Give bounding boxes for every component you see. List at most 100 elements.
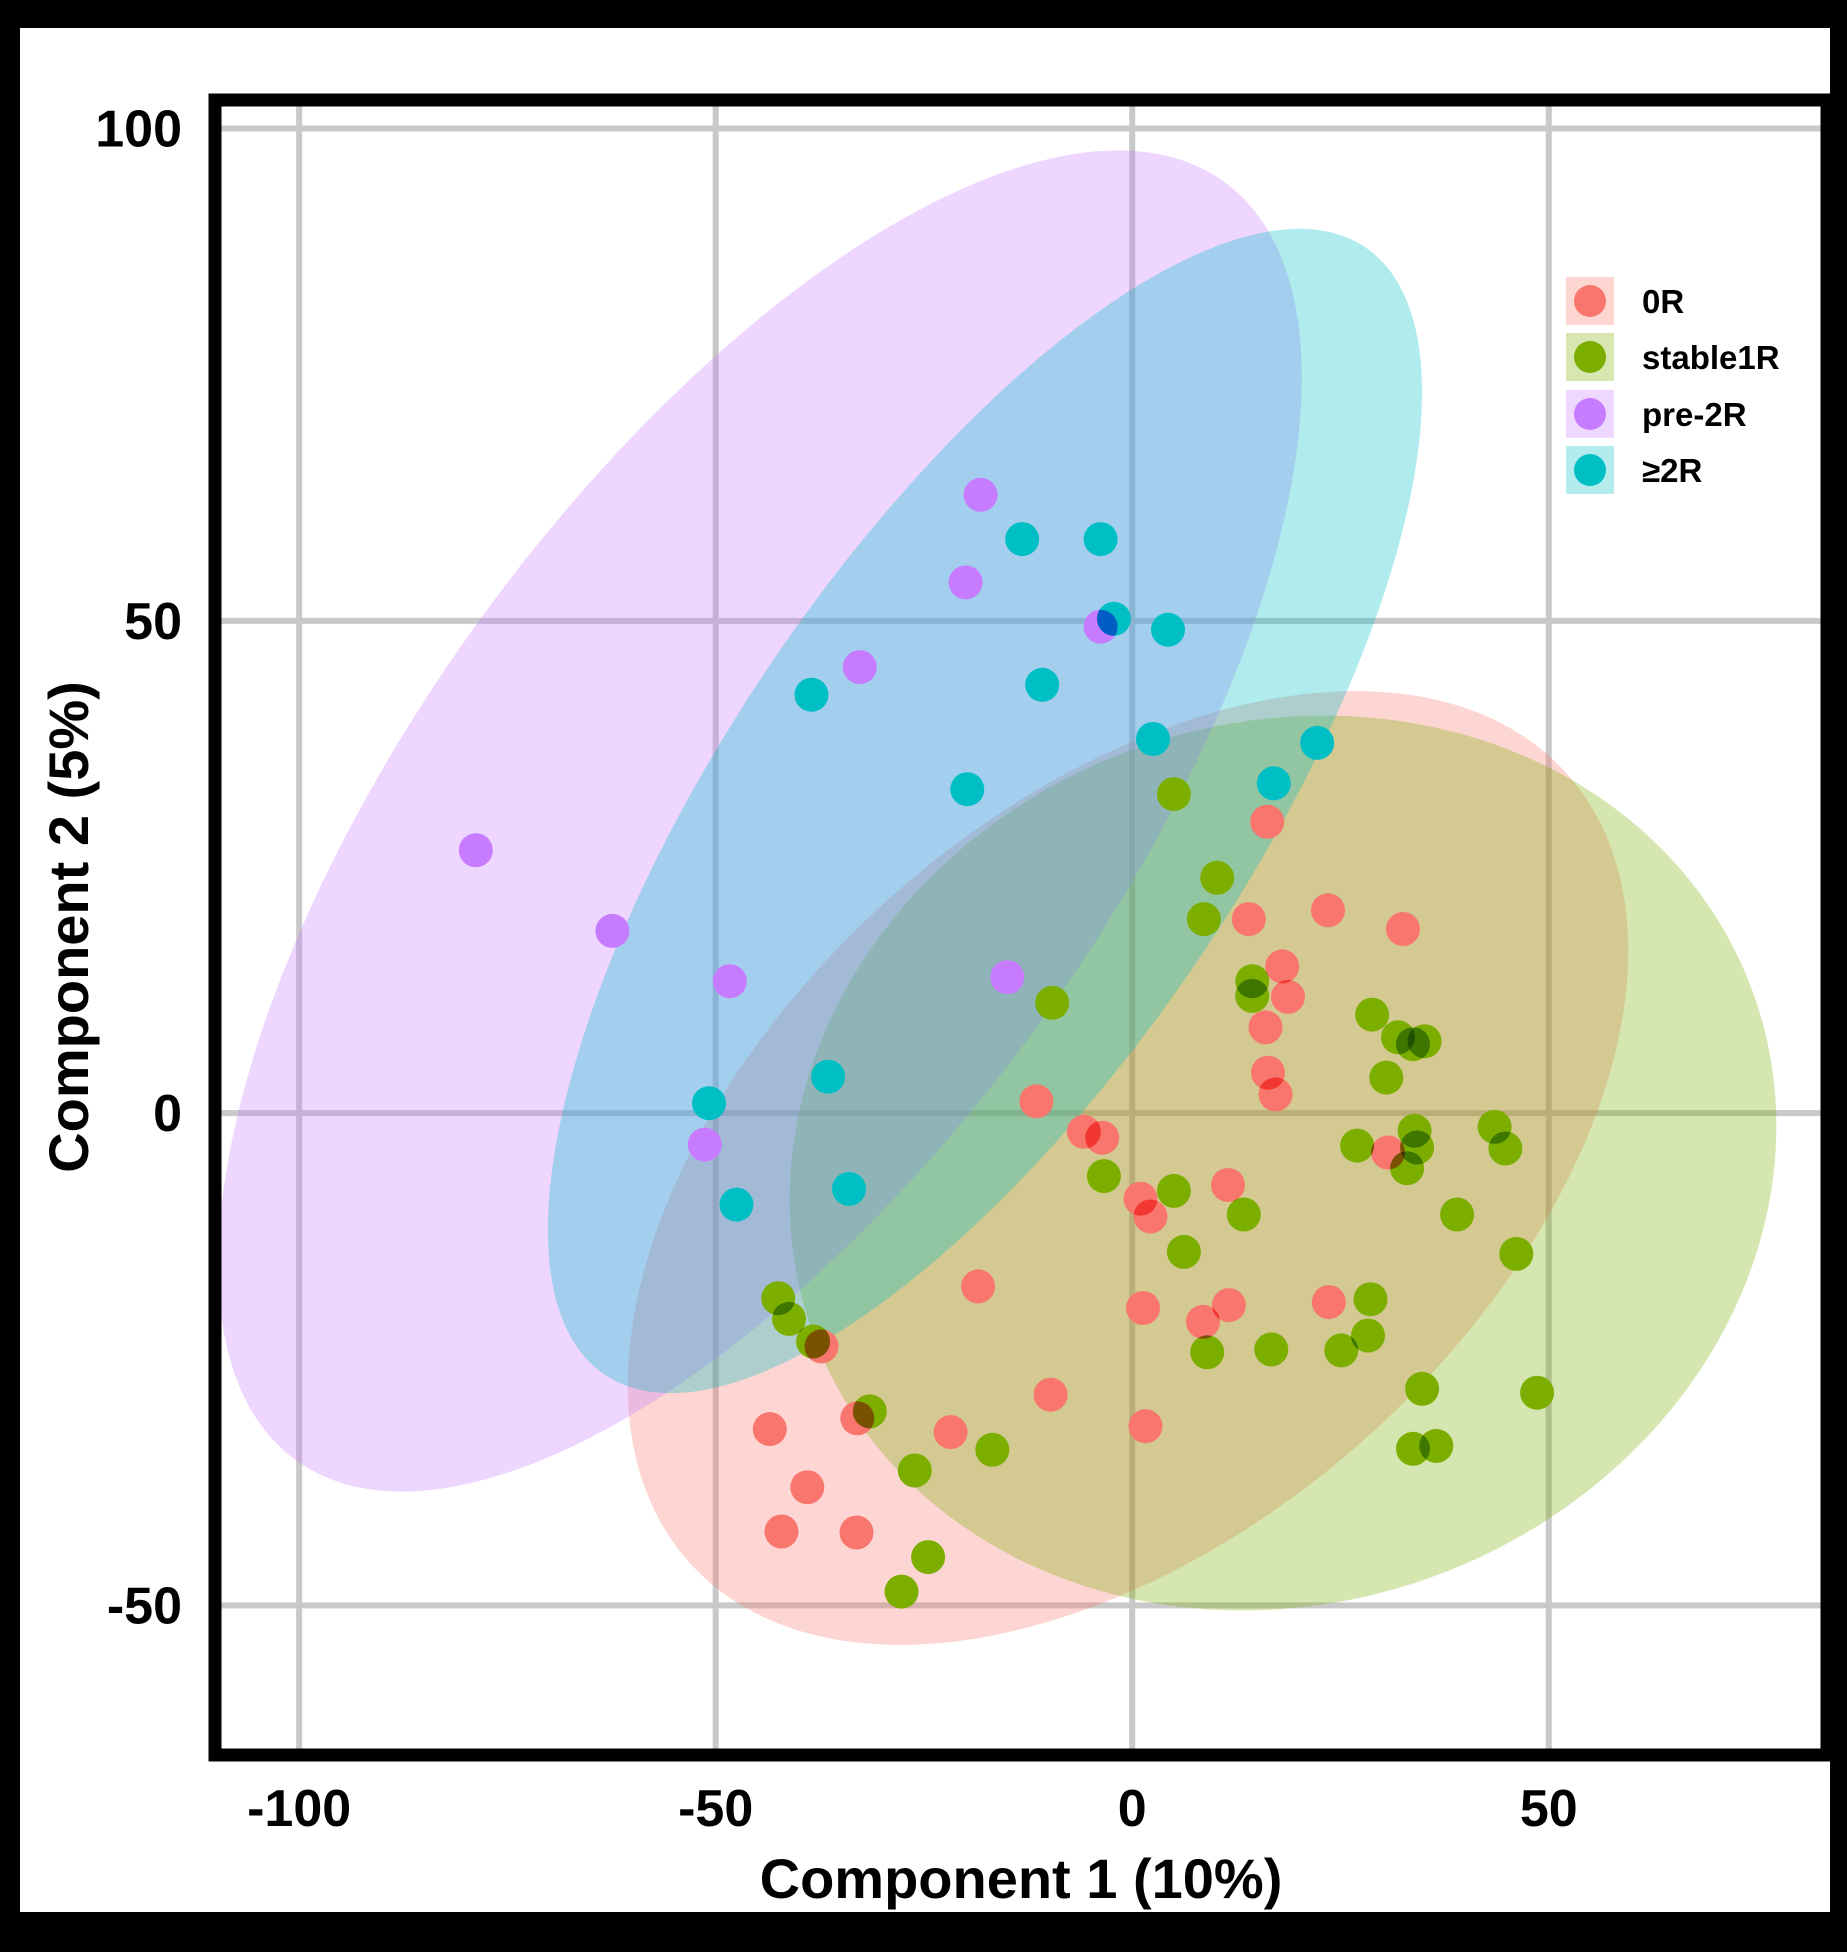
data-point [1311, 1285, 1346, 1320]
data-point [1390, 1151, 1425, 1186]
y-axis-tick-labels: 100 50 0 -50 [95, 101, 182, 1636]
data-point [719, 1187, 754, 1222]
data-point [1340, 1128, 1375, 1163]
data-point [1271, 979, 1305, 1014]
legend-dot-ge2R [1574, 454, 1606, 486]
data-point [990, 960, 1025, 995]
legend-label-pre-2R: pre-2R [1642, 396, 1747, 433]
y-tick-label-100: 100 [95, 101, 182, 159]
legend-dot-pre-2R [1574, 398, 1606, 430]
data-point [1369, 1060, 1404, 1095]
data-point [595, 913, 630, 948]
data-point [911, 1540, 946, 1575]
y-tick-label-0: 0 [153, 1085, 182, 1143]
legend-item: ≥2R [1566, 446, 1702, 494]
data-point [897, 1453, 932, 1488]
data-point [1386, 912, 1420, 946]
x-tick-label--100: -100 [247, 1780, 351, 1838]
data-point [1226, 1197, 1261, 1232]
data-point [1200, 860, 1235, 895]
data-point [1035, 985, 1070, 1020]
data-point [963, 477, 998, 512]
data-point [884, 1574, 919, 1609]
y-tick-label-50: 50 [124, 593, 182, 651]
data-point [1499, 1236, 1534, 1271]
data-point [796, 1324, 831, 1359]
data-point [1190, 1335, 1225, 1370]
x-axis-title: Component 1 (10%) [760, 1847, 1283, 1910]
data-point [1025, 667, 1060, 702]
data-point [1250, 804, 1285, 839]
data-point [1355, 997, 1390, 1032]
data-point [1351, 1318, 1385, 1353]
data-point [1136, 722, 1170, 756]
data-point [1231, 902, 1266, 937]
data-point [1151, 612, 1185, 647]
data-point [458, 833, 493, 868]
data-point [1251, 1055, 1285, 1090]
data-point [811, 1059, 846, 1094]
legend-item: 0R [1566, 277, 1684, 325]
data-point [1254, 1332, 1289, 1367]
data-point [1005, 522, 1040, 557]
legend-dot-0R [1574, 285, 1606, 317]
series-0R [752, 804, 1420, 1550]
legend-item: pre-2R [1566, 390, 1747, 438]
data-point [764, 1514, 799, 1549]
data-point [687, 1127, 722, 1162]
gridlines-layer [215, 100, 1827, 1755]
confidence-ellipse-≥2R [547, 228, 1423, 1394]
data-point [1353, 1282, 1388, 1317]
data-point [1083, 522, 1118, 557]
data-point [1211, 1288, 1246, 1323]
data-point [1311, 893, 1345, 928]
x-tick-label-0: 0 [1118, 1780, 1147, 1838]
data-point [1085, 1120, 1120, 1155]
data-point [1156, 1173, 1191, 1208]
data-point [1133, 1199, 1168, 1234]
data-point [1033, 1377, 1068, 1412]
legend-item: stable1R [1566, 333, 1780, 381]
legend-label-ge2R: ≥2R [1642, 452, 1702, 489]
data-point [712, 964, 747, 999]
data-point [752, 1412, 787, 1447]
legend-label-stable1R: stable1R [1642, 339, 1780, 376]
data-point [772, 1301, 806, 1336]
data-point [1019, 1084, 1054, 1119]
data-point [1407, 1024, 1442, 1059]
series-pre-2R [458, 477, 1118, 1162]
plot-panel [215, 100, 1827, 1755]
data-point [1126, 1291, 1160, 1325]
data-point [1256, 766, 1291, 801]
x-tick-label--50: -50 [678, 1780, 753, 1838]
data-point [948, 565, 983, 600]
data-point [950, 772, 985, 807]
data-point [1300, 725, 1335, 760]
data-point [1440, 1197, 1475, 1232]
data-point [790, 1470, 825, 1505]
data-point [1128, 1409, 1163, 1444]
data-point [832, 1171, 866, 1206]
data-point [852, 1394, 887, 1429]
x-tick-label-50: 50 [1520, 1780, 1578, 1838]
legend-label-0R: 0R [1642, 283, 1684, 320]
x-axis-tick-labels: -100 -50 0 50 [247, 1780, 1578, 1838]
data-point [1405, 1371, 1440, 1406]
data-points-layer [458, 477, 1555, 1609]
data-point [842, 650, 877, 685]
data-point [1211, 1168, 1245, 1202]
data-point [839, 1515, 874, 1550]
confidence-ellipse-pre-2R [218, 150, 1302, 1492]
series-≥2R [692, 522, 1335, 1222]
data-point [975, 1432, 1010, 1467]
series-stable1R [761, 777, 1555, 1609]
data-point [1248, 1010, 1283, 1045]
data-point [1520, 1375, 1555, 1410]
legend: 0R stable1R pre-2R ≥2R [1566, 277, 1780, 494]
data-point [794, 677, 829, 712]
data-point [692, 1086, 726, 1121]
y-axis-title: Component 2 (5%) [37, 681, 100, 1173]
data-point [961, 1269, 996, 1304]
